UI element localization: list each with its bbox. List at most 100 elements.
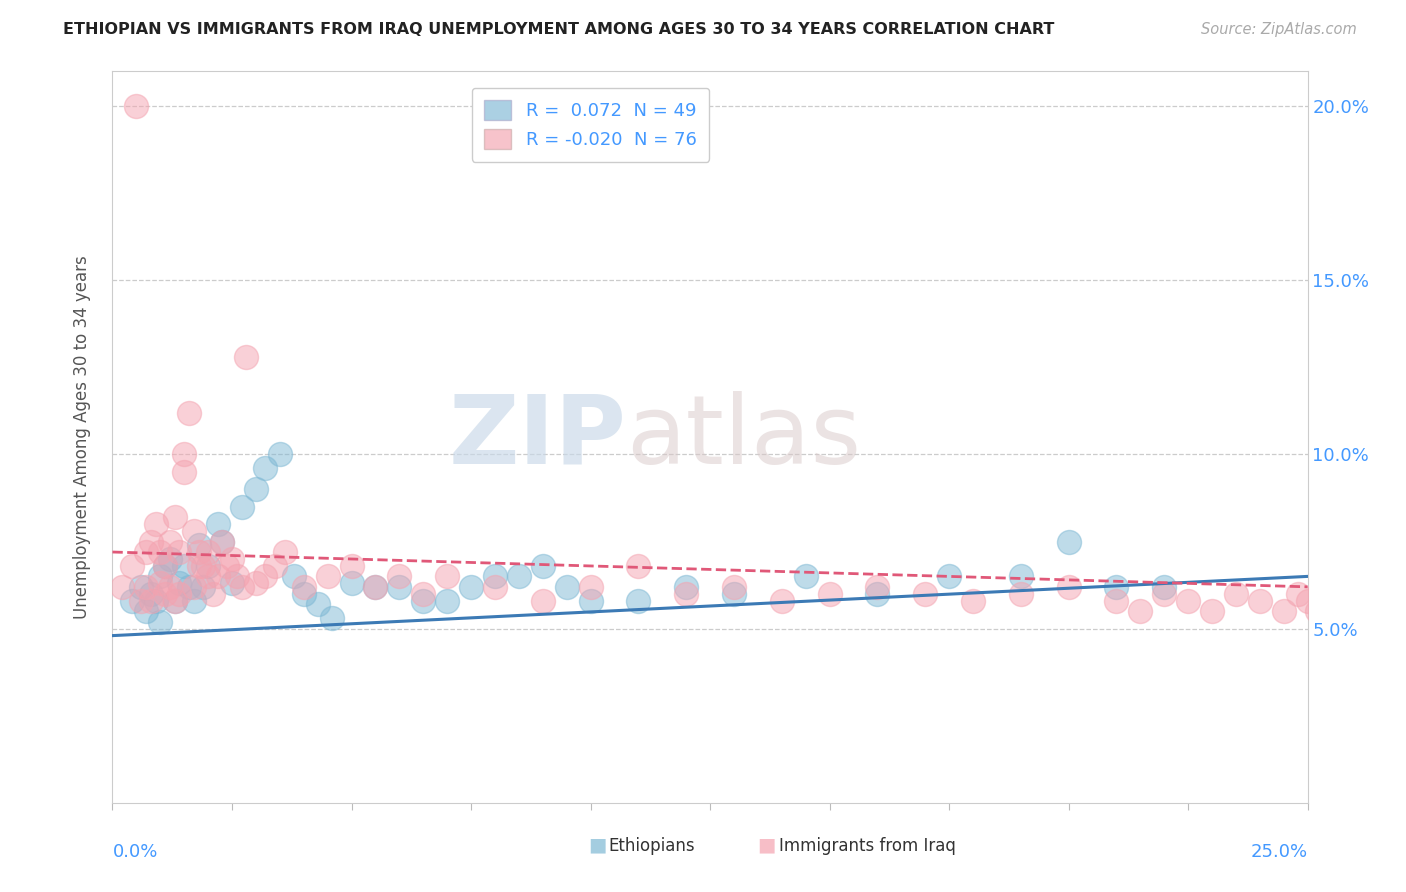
Point <box>145 594 167 608</box>
Point <box>173 465 195 479</box>
Point <box>627 594 650 608</box>
Point <box>484 569 506 583</box>
Legend: R =  0.072  N = 49, R = -0.020  N = 76: R = 0.072 N = 49, R = -0.020 N = 76 <box>471 87 710 161</box>
Point <box>125 99 148 113</box>
Point <box>153 558 176 573</box>
Point <box>794 569 817 583</box>
Point <box>169 587 191 601</box>
Point <box>340 576 363 591</box>
Point <box>187 538 209 552</box>
Point <box>163 594 186 608</box>
Point <box>412 587 434 601</box>
Point <box>217 558 239 573</box>
Point <box>364 580 387 594</box>
Point <box>149 569 172 583</box>
Point <box>579 580 602 594</box>
Point <box>129 594 152 608</box>
Point <box>163 594 186 608</box>
Point <box>436 569 458 583</box>
Point <box>139 534 162 549</box>
Point <box>231 580 253 594</box>
Point <box>235 350 257 364</box>
Y-axis label: Unemployment Among Ages 30 to 34 years: Unemployment Among Ages 30 to 34 years <box>73 255 91 619</box>
Point <box>177 580 200 594</box>
Point <box>460 580 482 594</box>
Point <box>1010 569 1032 583</box>
Point <box>193 580 215 594</box>
Point <box>388 580 411 594</box>
Point <box>245 483 267 497</box>
Point <box>555 580 578 594</box>
Text: Immigrants from Iraq: Immigrants from Iraq <box>779 837 956 855</box>
Point <box>201 587 224 601</box>
Point <box>1344 698 1367 713</box>
Point <box>135 580 157 594</box>
Point <box>159 534 181 549</box>
Point <box>283 569 305 583</box>
Point <box>145 517 167 532</box>
Point <box>531 594 554 608</box>
Point <box>1354 597 1376 611</box>
Point <box>135 604 157 618</box>
Point <box>121 558 143 573</box>
Point <box>153 587 176 601</box>
Point <box>770 594 793 608</box>
Point <box>231 500 253 514</box>
Point <box>316 569 339 583</box>
Point <box>962 594 984 608</box>
Point <box>153 558 176 573</box>
Point <box>1153 587 1175 601</box>
Point <box>245 576 267 591</box>
Point <box>173 558 195 573</box>
Point <box>254 569 277 583</box>
Point <box>121 594 143 608</box>
Point <box>225 569 247 583</box>
Point <box>723 580 745 594</box>
Point <box>187 558 209 573</box>
Point <box>197 569 219 583</box>
Point <box>273 545 295 559</box>
Point <box>159 580 181 594</box>
Point <box>187 545 209 559</box>
Point <box>1105 580 1128 594</box>
Text: Ethiopians: Ethiopians <box>609 837 696 855</box>
Point <box>193 558 215 573</box>
Point <box>135 545 157 559</box>
Text: 0.0%: 0.0% <box>112 843 157 861</box>
Text: atlas: atlas <box>627 391 862 483</box>
Point <box>1105 594 1128 608</box>
Point <box>1334 587 1357 601</box>
Point <box>159 552 181 566</box>
Point <box>139 587 162 601</box>
Point <box>207 517 229 532</box>
Point <box>183 580 205 594</box>
Point <box>321 611 343 625</box>
Point <box>169 576 191 591</box>
Point <box>579 594 602 608</box>
Point <box>364 580 387 594</box>
Point <box>675 580 697 594</box>
Point <box>1286 587 1309 601</box>
Point <box>412 594 434 608</box>
Point <box>1296 594 1319 608</box>
Point <box>207 569 229 583</box>
Point <box>221 552 243 566</box>
Point <box>675 587 697 601</box>
Point <box>1249 594 1271 608</box>
Point <box>173 448 195 462</box>
Point <box>269 448 291 462</box>
Point <box>1306 604 1329 618</box>
Point <box>627 558 650 573</box>
Point <box>197 545 219 559</box>
Point <box>1129 604 1152 618</box>
Point <box>938 569 960 583</box>
Point <box>914 587 936 601</box>
Point <box>264 558 287 573</box>
Point <box>531 558 554 573</box>
Point <box>340 558 363 573</box>
Point <box>183 594 205 608</box>
Point <box>254 461 277 475</box>
Point <box>139 594 162 608</box>
Point <box>723 587 745 601</box>
Text: ZIP: ZIP <box>449 391 627 483</box>
